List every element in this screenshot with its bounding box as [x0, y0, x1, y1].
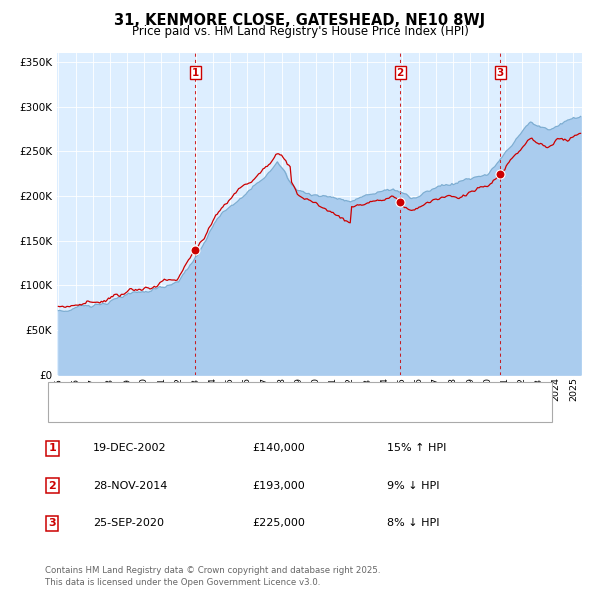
Text: 1: 1	[49, 444, 56, 453]
Text: 28-NOV-2014: 28-NOV-2014	[93, 481, 167, 490]
Text: 2: 2	[397, 68, 404, 77]
Text: Contains HM Land Registry data © Crown copyright and database right 2025.
This d: Contains HM Land Registry data © Crown c…	[45, 566, 380, 587]
Text: HPI: Average price, detached house, Gateshead: HPI: Average price, detached house, Gate…	[96, 405, 346, 415]
Text: £225,000: £225,000	[252, 519, 305, 528]
Text: 19-DEC-2002: 19-DEC-2002	[93, 444, 167, 453]
Text: 15% ↑ HPI: 15% ↑ HPI	[387, 444, 446, 453]
Text: £140,000: £140,000	[252, 444, 305, 453]
Text: 2: 2	[49, 481, 56, 490]
Text: 8% ↓ HPI: 8% ↓ HPI	[387, 519, 439, 528]
Text: 3: 3	[496, 68, 504, 77]
Text: 25-SEP-2020: 25-SEP-2020	[93, 519, 164, 528]
Text: 1: 1	[191, 68, 199, 77]
Text: Price paid vs. HM Land Registry's House Price Index (HPI): Price paid vs. HM Land Registry's House …	[131, 25, 469, 38]
Text: £193,000: £193,000	[252, 481, 305, 490]
Text: 31, KENMORE CLOSE, GATESHEAD, NE10 8WJ: 31, KENMORE CLOSE, GATESHEAD, NE10 8WJ	[115, 13, 485, 28]
Text: 31, KENMORE CLOSE, GATESHEAD, NE10 8WJ (detached house): 31, KENMORE CLOSE, GATESHEAD, NE10 8WJ (…	[96, 388, 427, 398]
Text: 3: 3	[49, 519, 56, 528]
Text: 9% ↓ HPI: 9% ↓ HPI	[387, 481, 439, 490]
